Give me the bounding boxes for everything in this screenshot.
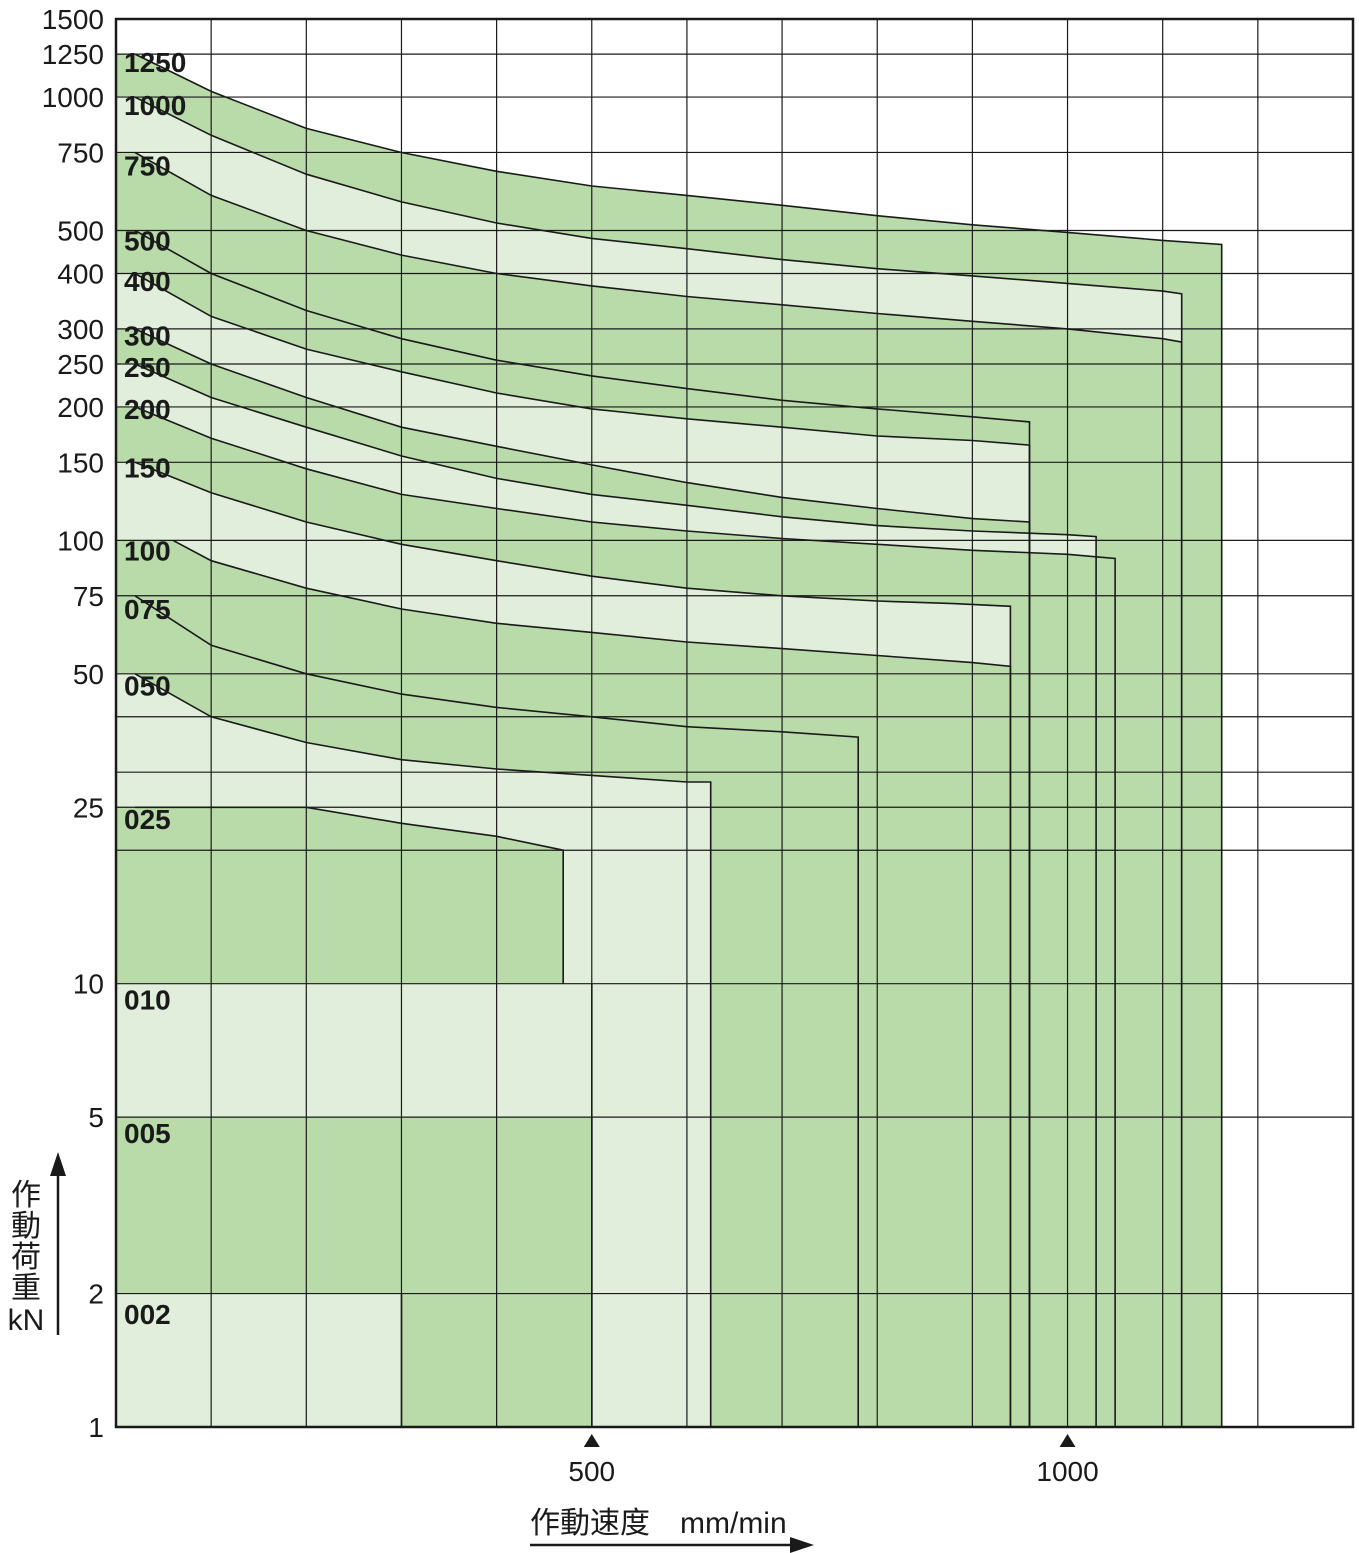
y-tick-label: 75 — [73, 581, 104, 612]
capacity-curve-200 — [134, 406, 1116, 1427]
x-axis-title-text: 作動速度 mm/min — [530, 1507, 787, 1540]
y-tick-label: 150 — [57, 447, 104, 478]
zone-label-500: 500 — [124, 225, 171, 256]
x-axis-title: 作動速度 mm/min — [530, 1507, 814, 1553]
y-tick-label: 2 — [88, 1279, 104, 1310]
capacity-curve-050 — [134, 673, 712, 1427]
zone-label-002: 002 — [124, 1299, 171, 1330]
zone-label-300: 300 — [124, 320, 171, 351]
capacity-fills — [116, 54, 1222, 1428]
zone-label-005: 005 — [124, 1118, 171, 1149]
y-axis-title-char: 重 — [11, 1272, 41, 1305]
capacity-curve-1250 — [134, 53, 1223, 1427]
y-tick-label: 50 — [73, 659, 104, 690]
capacity-area-025 — [116, 807, 564, 984]
y-tick-label: 750 — [57, 137, 104, 168]
capacity-area-002 — [116, 1293, 402, 1427]
x-axis-arrowhead-icon — [790, 1537, 814, 1553]
y-tick-label: 1000 — [42, 82, 104, 113]
capacity-curve-300 — [134, 328, 1031, 1427]
zone-label-400: 400 — [124, 266, 171, 297]
x-tick-marker-icon — [1059, 1434, 1076, 1447]
zone-label-250: 250 — [124, 352, 171, 383]
capacity-curve-500 — [134, 229, 1031, 1427]
y-axis-title-char: 動 — [11, 1210, 41, 1243]
zone-label-025: 025 — [124, 804, 171, 835]
zone-label-050: 050 — [124, 671, 171, 702]
capacity-curves — [134, 53, 1223, 1427]
y-axis-title-char: 作 — [11, 1179, 41, 1212]
x-tick-label: 500 — [568, 1456, 615, 1487]
y-axis-title: 作 動 荷 重 kN — [8, 1152, 66, 1337]
capacity-curve-400 — [134, 272, 1031, 1427]
y-tick-label: 250 — [57, 349, 104, 380]
capacity-curve-075 — [134, 595, 859, 1427]
y-tick-label: 200 — [57, 392, 104, 423]
y-tick-label: 100 — [57, 525, 104, 556]
grid-lines — [116, 19, 1353, 1427]
y-axis-title-char: kN — [8, 1304, 45, 1337]
zone-label-075: 075 — [124, 594, 171, 625]
zone-label-1250: 1250 — [124, 47, 186, 78]
zone-label-100: 100 — [124, 535, 171, 566]
y-tick-label: 300 — [57, 314, 104, 345]
zone-label-200: 200 — [124, 394, 171, 425]
plot-frame — [114, 17, 1355, 1429]
y-tick-labels: 1500 1250 1000 750 500 400 300 250 200 150 100 75 50… — [42, 4, 104, 1443]
y-tick-label: 25 — [73, 792, 104, 823]
capacity-curve-025 — [135, 806, 564, 984]
x-tick-labels: 500 1000 — [568, 1434, 1099, 1487]
y-tick-label: 10 — [73, 969, 104, 1000]
capacity-curve-750 — [134, 151, 1183, 1427]
y-tick-label: 1 — [88, 1412, 104, 1443]
y-tick-label: 1500 — [42, 4, 104, 35]
y-tick-label: 1250 — [42, 39, 104, 70]
y-axis-arrowhead-icon — [50, 1152, 66, 1176]
y-tick-label: 400 — [57, 258, 104, 289]
y-tick-label: 500 — [57, 216, 104, 247]
zone-label-150: 150 — [124, 453, 171, 484]
capacity-curve-100 — [172, 539, 1012, 1427]
x-tick-marker-icon — [583, 1434, 600, 1447]
zone-label-010: 010 — [124, 985, 171, 1016]
y-axis-title-char: 荷 — [11, 1241, 41, 1274]
capacity-curve-1000 — [134, 96, 1183, 1427]
y-tick-label: 5 — [88, 1102, 104, 1133]
capacity-curve-250 — [134, 363, 1097, 1427]
capacity-curve-150 — [134, 461, 1012, 1427]
x-tick-label: 1000 — [1036, 1456, 1098, 1487]
zone-label-1000: 1000 — [124, 90, 186, 121]
zone-label-750: 750 — [124, 151, 171, 182]
